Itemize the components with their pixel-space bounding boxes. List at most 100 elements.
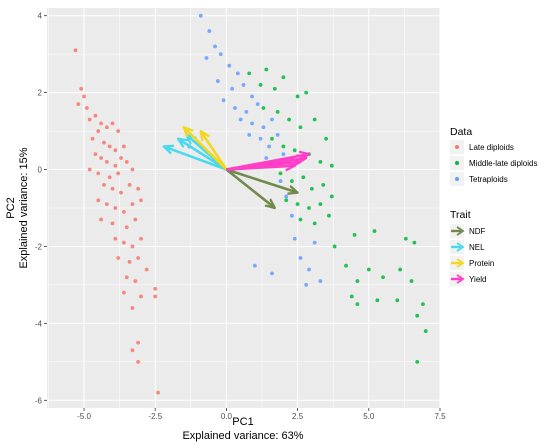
trait-arrow xyxy=(201,131,228,171)
data-point xyxy=(258,136,263,141)
data-point xyxy=(113,236,118,241)
data-point xyxy=(119,190,123,195)
trait-arrow xyxy=(164,146,227,171)
data-point xyxy=(121,240,126,245)
data-point xyxy=(272,86,277,91)
data-point xyxy=(381,275,385,280)
legend-data-label: Late diploids xyxy=(469,143,514,152)
data-point xyxy=(270,117,274,122)
scatter-points xyxy=(73,13,428,395)
legend-data-label: Tetraploids xyxy=(469,175,508,184)
data-point xyxy=(281,152,286,157)
data-point xyxy=(298,256,303,260)
data-point xyxy=(255,102,260,107)
data-point xyxy=(87,167,92,172)
data-point xyxy=(104,202,109,207)
y-tick-label: -6 xyxy=(35,396,43,405)
legend-data-label: Middle-late diploids xyxy=(469,159,537,168)
data-point xyxy=(133,279,138,283)
series-late-diploids xyxy=(73,48,160,395)
x-tick-label: -5.0 xyxy=(77,412,91,421)
data-point xyxy=(82,94,86,99)
data-point xyxy=(116,171,121,176)
data-point xyxy=(355,302,360,307)
data-point xyxy=(318,279,323,283)
y-tick-label: -2 xyxy=(35,242,43,251)
data-point xyxy=(398,267,403,272)
data-point xyxy=(318,202,323,207)
data-point xyxy=(207,29,212,33)
data-point xyxy=(324,136,328,141)
data-point xyxy=(136,340,141,345)
data-point xyxy=(278,179,283,183)
data-point xyxy=(415,359,420,364)
x-tick-label: 2.5 xyxy=(292,412,304,421)
data-point xyxy=(329,194,334,199)
data-point xyxy=(93,113,98,118)
data-point xyxy=(130,348,135,353)
data-point xyxy=(304,90,309,95)
trait-arrows xyxy=(164,127,309,208)
data-point xyxy=(124,225,129,230)
data-point xyxy=(287,117,291,122)
data-point xyxy=(332,244,337,249)
data-point xyxy=(298,217,303,222)
legend-trait-label: Yield xyxy=(469,275,487,284)
data-point xyxy=(93,152,98,157)
arrows-protein xyxy=(184,127,228,171)
data-point xyxy=(230,86,235,91)
data-point xyxy=(121,144,126,149)
data-point xyxy=(102,140,106,145)
data-point xyxy=(102,183,106,187)
data-point xyxy=(84,106,89,110)
data-point xyxy=(116,256,121,260)
legend-trait: Trait NDF NEL Protein Yield xyxy=(450,209,494,286)
data-point xyxy=(124,275,129,280)
data-point xyxy=(136,359,141,364)
data-point xyxy=(261,106,266,110)
data-point xyxy=(104,125,109,130)
data-point xyxy=(415,313,420,318)
data-point xyxy=(247,133,252,137)
legend-key-arrowhead xyxy=(456,258,465,268)
y-axis-title: PC2 xyxy=(5,197,17,218)
series-tetraploids xyxy=(187,13,323,287)
legend-trait-label: NDF xyxy=(469,227,486,236)
data-point xyxy=(301,175,306,180)
data-point xyxy=(247,71,252,76)
data-point xyxy=(107,144,112,149)
legend-data: Data Late diploids Middle-late diploids Te… xyxy=(450,126,537,186)
data-point xyxy=(73,48,78,53)
x-axis-title: PC1 xyxy=(232,416,253,428)
data-point xyxy=(139,236,143,241)
x-tick-label: 7.5 xyxy=(434,412,446,421)
data-point xyxy=(127,259,132,264)
data-point xyxy=(235,71,240,76)
data-point xyxy=(281,75,286,80)
data-point xyxy=(372,229,377,233)
data-point xyxy=(76,102,81,107)
y-tick-label: 2 xyxy=(38,89,43,98)
data-point xyxy=(121,290,126,295)
data-point xyxy=(290,213,294,218)
data-point xyxy=(124,159,129,164)
legend-key-point xyxy=(455,161,459,165)
data-point xyxy=(133,217,138,222)
arrows-yield xyxy=(226,154,309,169)
data-point xyxy=(307,267,311,272)
legend-data-title: Data xyxy=(450,126,472,138)
data-point xyxy=(321,183,326,187)
data-point xyxy=(270,136,274,141)
data-point xyxy=(144,267,149,272)
data-point xyxy=(267,144,272,149)
data-point xyxy=(281,144,286,149)
series-middle-late-diploids xyxy=(247,67,428,364)
data-point xyxy=(87,117,92,122)
y-axis-subtitle: Explained variance: 15% xyxy=(18,147,30,268)
data-point xyxy=(304,283,309,287)
arrows-ndf xyxy=(225,168,297,208)
data-point xyxy=(121,209,126,214)
data-point xyxy=(104,159,109,164)
data-point xyxy=(261,125,266,130)
